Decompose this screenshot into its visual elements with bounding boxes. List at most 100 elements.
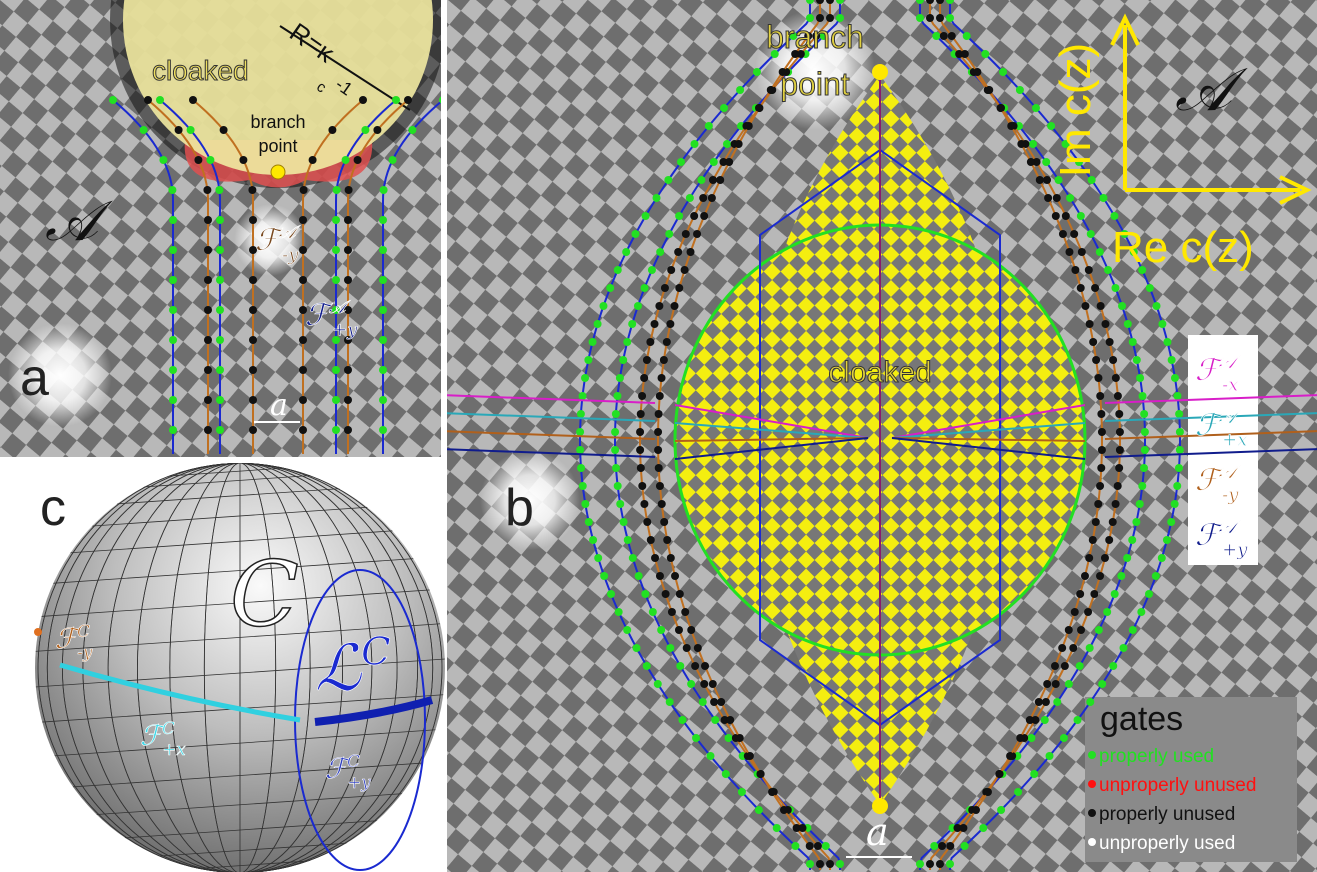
gate bbox=[1097, 302, 1105, 310]
gate bbox=[1140, 410, 1148, 418]
gate bbox=[687, 680, 695, 688]
gate bbox=[716, 176, 724, 184]
gate bbox=[656, 572, 664, 580]
gate bbox=[1061, 662, 1069, 670]
gate bbox=[643, 518, 651, 526]
gate bbox=[577, 464, 585, 472]
gate bbox=[979, 824, 987, 832]
gate bbox=[638, 482, 646, 490]
gate bbox=[169, 396, 177, 404]
gate bbox=[309, 156, 317, 164]
gate bbox=[1086, 698, 1094, 706]
gate bbox=[686, 194, 694, 202]
gate bbox=[1106, 338, 1114, 346]
gate bbox=[194, 156, 202, 164]
sphere-label: C bbox=[230, 542, 299, 647]
gate bbox=[204, 426, 212, 434]
gate bbox=[1091, 284, 1099, 292]
gate bbox=[981, 50, 989, 58]
gate bbox=[1016, 734, 1024, 742]
gate bbox=[1111, 590, 1119, 598]
gate bbox=[612, 410, 620, 418]
flux-sup: C bbox=[77, 621, 90, 641]
gate bbox=[623, 626, 631, 634]
gate bbox=[640, 374, 648, 382]
gate bbox=[611, 446, 619, 454]
gate bbox=[636, 446, 644, 454]
gate bbox=[249, 276, 257, 284]
gate bbox=[926, 14, 934, 22]
gate bbox=[1066, 194, 1074, 202]
flux-sub: +y bbox=[332, 320, 358, 341]
spacing-label: a bbox=[270, 388, 288, 423]
gate bbox=[681, 608, 689, 616]
gate bbox=[697, 176, 705, 184]
gate bbox=[1110, 212, 1118, 220]
gate bbox=[735, 140, 743, 148]
gate bbox=[1069, 644, 1077, 652]
gate bbox=[1017, 140, 1025, 148]
gate bbox=[379, 306, 387, 314]
gate bbox=[674, 248, 682, 256]
gate bbox=[1140, 464, 1148, 472]
gate bbox=[1145, 590, 1153, 598]
gate bbox=[1139, 392, 1147, 400]
gate bbox=[614, 482, 622, 490]
gate bbox=[725, 158, 733, 166]
gate bbox=[1071, 266, 1079, 274]
gate bbox=[1096, 482, 1104, 490]
flux-sub: +y bbox=[347, 772, 371, 792]
gate bbox=[793, 824, 801, 832]
gate bbox=[599, 302, 607, 310]
gate bbox=[654, 446, 662, 454]
gate bbox=[589, 536, 597, 544]
gate bbox=[379, 216, 387, 224]
flux-sup: C bbox=[347, 751, 360, 771]
gate bbox=[299, 276, 307, 284]
gate bbox=[709, 176, 717, 184]
gate bbox=[1117, 572, 1125, 580]
gate bbox=[620, 518, 628, 526]
branch-label: point bbox=[258, 136, 297, 156]
gate bbox=[1006, 752, 1014, 760]
gate bbox=[666, 698, 674, 706]
gate bbox=[1052, 680, 1060, 688]
gate bbox=[1094, 374, 1102, 382]
gate bbox=[675, 212, 683, 220]
gate bbox=[946, 860, 954, 868]
gate bbox=[389, 156, 397, 164]
gate-label: properly unused bbox=[1099, 804, 1235, 825]
gate bbox=[651, 320, 659, 328]
gate bbox=[249, 396, 257, 404]
gate bbox=[641, 590, 649, 598]
gate bbox=[1138, 482, 1146, 490]
gate bbox=[408, 126, 416, 134]
gate bbox=[755, 104, 763, 112]
gate bbox=[249, 306, 257, 314]
branch-point bbox=[271, 165, 285, 179]
gate bbox=[705, 122, 713, 130]
gate bbox=[206, 156, 214, 164]
gates-title: gates bbox=[1100, 700, 1183, 738]
gate bbox=[687, 626, 695, 634]
panel-label: c bbox=[40, 479, 66, 537]
gate bbox=[216, 306, 224, 314]
gate bbox=[1104, 266, 1112, 274]
gate bbox=[1036, 176, 1044, 184]
gate bbox=[619, 356, 627, 364]
gate bbox=[1016, 86, 1024, 94]
flux-point bbox=[34, 628, 42, 636]
gate bbox=[651, 554, 659, 562]
gate bbox=[204, 216, 212, 224]
gate bbox=[826, 860, 834, 868]
gate bbox=[1044, 194, 1052, 202]
gate bbox=[249, 366, 257, 374]
gate bbox=[1026, 716, 1034, 724]
gate bbox=[972, 806, 980, 814]
gate bbox=[655, 464, 663, 472]
gate bbox=[1175, 410, 1183, 418]
gate bbox=[144, 96, 152, 104]
gate bbox=[736, 734, 744, 742]
gate bbox=[999, 68, 1007, 76]
gate bbox=[1089, 338, 1097, 346]
